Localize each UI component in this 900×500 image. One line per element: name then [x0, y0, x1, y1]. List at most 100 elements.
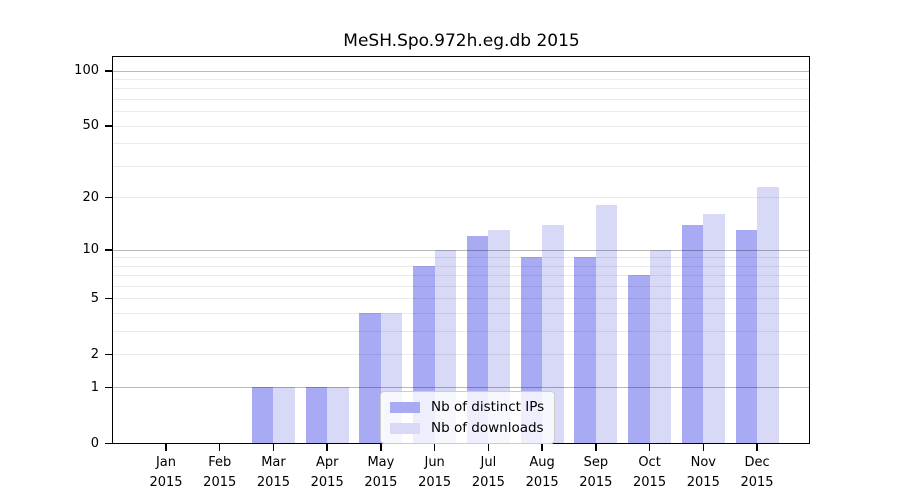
x-tick-mark-nov [702, 444, 705, 451]
x-tick-mark-jul [487, 444, 490, 451]
bar-nb-of-downloads-apr [327, 387, 349, 443]
x-tick-mark-dec [756, 444, 758, 451]
x-tick-mark-jan [165, 444, 167, 451]
bar-nb-of-distinct-ips-oct [628, 275, 650, 443]
legend-row-nb-of-downloads: Nb of downloads [390, 420, 544, 436]
x-tick-month-dec: Dec [744, 455, 770, 470]
x-tick-mark-may [380, 444, 382, 451]
gridline-minor-4 [113, 313, 809, 315]
x-tick-month-sep: Sep [583, 455, 609, 470]
gridline-minor-9 [113, 257, 809, 259]
gridline-minor-2 [113, 354, 809, 356]
legend-swatch-nb-of-downloads [390, 422, 420, 434]
bar-nb-of-downloads-sep [595, 205, 618, 443]
bar-nb-of-distinct-ips-dec [735, 230, 758, 443]
y-tick-label-0: 0 [90, 435, 99, 451]
x-tick-month-apr: Apr [315, 455, 339, 470]
bar-nb-of-distinct-ips-sep [574, 257, 596, 443]
x-tick-mark-jun [433, 444, 436, 451]
x-tick-year-mar: 2015 [256, 474, 290, 490]
x-tick-year-sep: 2015 [579, 474, 613, 490]
chart-title: MeSH.Spo.972h.eg.db 2015 [343, 31, 580, 51]
x-tick-month-nov: Nov [690, 455, 716, 470]
x-tick-label-may-2015: May 2015 [353, 453, 409, 492]
x-tick-label-dec-2015: Dec 2015 [729, 453, 785, 492]
x-tick-mark-oct [648, 444, 651, 451]
x-tick-mark-feb [218, 444, 221, 451]
y-tick-label-50: 50 [82, 118, 99, 134]
x-tick-month-jul: Jul [480, 455, 497, 470]
x-tick-year-apr: 2015 [310, 474, 344, 490]
y-tick-mark-20 [105, 196, 112, 199]
gridline-minor-7 [113, 275, 809, 277]
gridline-minor-20 [113, 197, 809, 199]
x-tick-year-feb: 2015 [203, 474, 237, 490]
plot-area: Nb of distinct IPs Nb of downloads [112, 56, 810, 444]
y-tick-mark-0 [105, 442, 112, 444]
x-tick-year-dec: 2015 [740, 474, 774, 490]
y-tick-mark-2 [105, 353, 112, 356]
x-tick-year-may: 2015 [364, 474, 398, 490]
x-tick-mark-sep [595, 444, 597, 451]
gridline-minor-50 [113, 125, 809, 127]
x-tick-label-feb-2015: Feb 2015 [192, 453, 248, 492]
gridline-minor-8 [113, 265, 809, 267]
x-tick-label-sep-2015: Sep 2015 [568, 453, 624, 492]
x-tick-label-jun-2015: Jun 2015 [407, 453, 463, 492]
bar-nb-of-distinct-ips-nov [681, 224, 704, 443]
gridline-major-1 [113, 387, 809, 389]
y-tick-label-5: 5 [90, 290, 99, 306]
x-tick-label-mar-2015: Mar 2015 [245, 453, 301, 492]
x-tick-label-jul-2015: Jul 2015 [460, 453, 516, 492]
x-tick-mark-apr [326, 444, 328, 451]
gridline-major-10 [113, 249, 809, 251]
y-tick-mark-5 [105, 297, 112, 300]
x-tick-month-jan: Jan [155, 455, 177, 470]
legend-label-nb-of-downloads: Nb of downloads [431, 420, 544, 436]
y-tick-mark-50 [105, 125, 112, 127]
bar-nb-of-distinct-ips-mar [251, 387, 274, 443]
y-tick-label-100: 100 [74, 63, 99, 79]
gridline-minor-60 [113, 111, 809, 113]
x-tick-month-feb: Feb [208, 455, 232, 470]
gridline-minor-90 [113, 79, 809, 81]
gridline-major-100 [113, 70, 809, 72]
x-tick-mark-mar [272, 444, 275, 451]
x-tick-label-nov-2015: Nov 2015 [675, 453, 731, 492]
bar-nb-of-distinct-ips-apr [305, 387, 328, 443]
x-tick-label-jan-2015: Jan 2015 [138, 453, 194, 492]
x-tick-month-may: May [367, 455, 395, 470]
bar-nb-of-downloads-oct [649, 249, 672, 443]
x-tick-month-oct: Oct [638, 455, 661, 470]
y-tick-label-20: 20 [82, 189, 99, 205]
y-tick-label-10: 10 [82, 242, 99, 258]
x-tick-year-nov: 2015 [686, 474, 720, 490]
x-tick-label-apr-2015: Apr 2015 [299, 453, 355, 492]
y-tick-label-2: 2 [90, 346, 99, 362]
x-tick-year-jan: 2015 [149, 474, 183, 490]
y-tick-mark-100 [105, 70, 112, 72]
bar-nb-of-downloads-jul [488, 230, 510, 443]
gridline-minor-30 [113, 165, 809, 167]
x-tick-label-aug-2015: Aug 2015 [514, 453, 570, 492]
bar-nb-of-downloads-dec [757, 186, 779, 443]
gridline-minor-5 [113, 298, 809, 300]
gridline-minor-70 [113, 99, 809, 101]
x-tick-year-jul: 2015 [471, 474, 505, 490]
x-tick-year-oct: 2015 [633, 474, 667, 490]
legend-swatch-nb-of-distinct-ips [390, 401, 420, 413]
bar-nb-of-downloads-nov [703, 214, 725, 443]
gridline-minor-80 [113, 88, 809, 90]
y-tick-mark-1 [105, 386, 112, 389]
x-tick-label-oct-2015: Oct 2015 [622, 453, 678, 492]
x-tick-year-jun: 2015 [418, 474, 452, 490]
legend-row-nb-of-distinct-ips: Nb of distinct IPs [390, 399, 544, 415]
bar-nb-of-distinct-ips-may [359, 313, 381, 443]
bar-nb-of-downloads-mar [273, 387, 295, 443]
x-tick-mark-aug [541, 444, 543, 451]
legend-label-nb-of-distinct-ips: Nb of distinct IPs [431, 399, 545, 415]
x-tick-month-aug: Aug [529, 455, 555, 470]
y-tick-mark-10 [105, 249, 112, 251]
gridline-minor-6 [113, 286, 809, 288]
